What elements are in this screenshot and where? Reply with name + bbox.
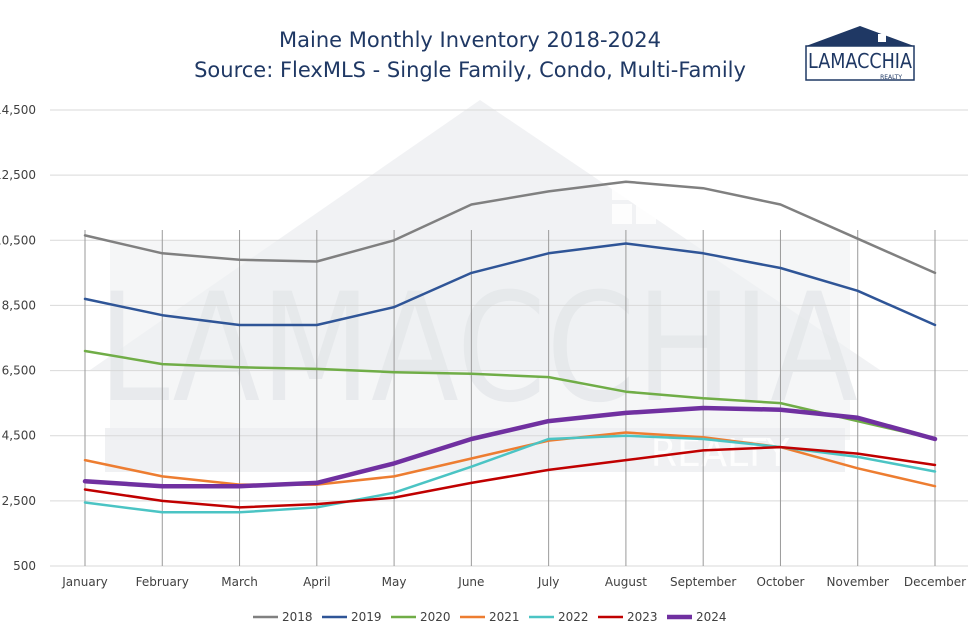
series-line-2024 xyxy=(82,405,938,489)
x-tick-label: August xyxy=(605,575,647,589)
x-tick-label: April xyxy=(303,575,330,589)
gridlines xyxy=(50,109,968,567)
series-line-2023 xyxy=(83,445,937,509)
x-tick-label: March xyxy=(221,575,258,589)
series-line-2018 xyxy=(83,180,937,275)
legend-label: 2019 xyxy=(351,610,382,624)
legend-label: 2018 xyxy=(282,610,313,624)
y-tick-label: 10,500 xyxy=(0,233,36,247)
x-tick-label: July xyxy=(537,575,560,589)
y-tick-label: 6,500 xyxy=(2,364,36,378)
legend-label: 2024 xyxy=(696,610,727,624)
x-tick-label: May xyxy=(382,575,407,589)
legend-label: 2023 xyxy=(627,610,658,624)
x-tick-label: February xyxy=(136,575,189,589)
logo-window-icon xyxy=(878,34,886,42)
watermark: LAMACCHIA REALTY xyxy=(90,100,880,475)
logo-text: LAMACCHIA xyxy=(808,49,912,73)
x-tick-label: November xyxy=(827,575,889,589)
legend: 2018 2019 2020 2021 2022 2023 2024 xyxy=(253,610,727,624)
y-tick-label: 12,500 xyxy=(0,168,36,182)
x-tick-label: June xyxy=(457,575,484,589)
x-tick-label: October xyxy=(756,575,804,589)
x-tick-label: September xyxy=(670,575,736,589)
y-tick-label: 500 xyxy=(13,559,36,573)
series-line-2020 xyxy=(83,349,937,441)
y-tick-label: 14,500 xyxy=(0,103,36,117)
series-line-2019 xyxy=(83,242,937,327)
x-axis: January February March April May June July Augu… xyxy=(61,575,966,589)
logo-roof-icon xyxy=(806,26,914,46)
chart-title: Maine Monthly Inventory 2018-2024 xyxy=(279,28,661,52)
y-tick-label: 4,500 xyxy=(2,429,36,443)
y-axis: 500 2,500 4,500 6,500 8,500 10,500 12,500 14,50… xyxy=(0,103,36,573)
series-line-2021 xyxy=(83,431,937,488)
logo-body xyxy=(805,45,915,81)
logo-subtext: REALTY xyxy=(880,74,902,81)
series-lines xyxy=(82,180,938,514)
company-logo: LAMACCHIA REALTY xyxy=(805,26,915,81)
y-tick-label: 8,500 xyxy=(2,298,36,312)
legend-label: 2020 xyxy=(420,610,451,624)
legend-label: 2022 xyxy=(558,610,589,624)
x-tick-label: January xyxy=(61,575,108,589)
x-tick-label: December xyxy=(904,575,966,589)
y-tick-label: 2,500 xyxy=(2,494,36,508)
legend-label: 2021 xyxy=(489,610,520,624)
chart-subtitle: Source: FlexMLS - Single Family, Condo, … xyxy=(194,58,746,82)
